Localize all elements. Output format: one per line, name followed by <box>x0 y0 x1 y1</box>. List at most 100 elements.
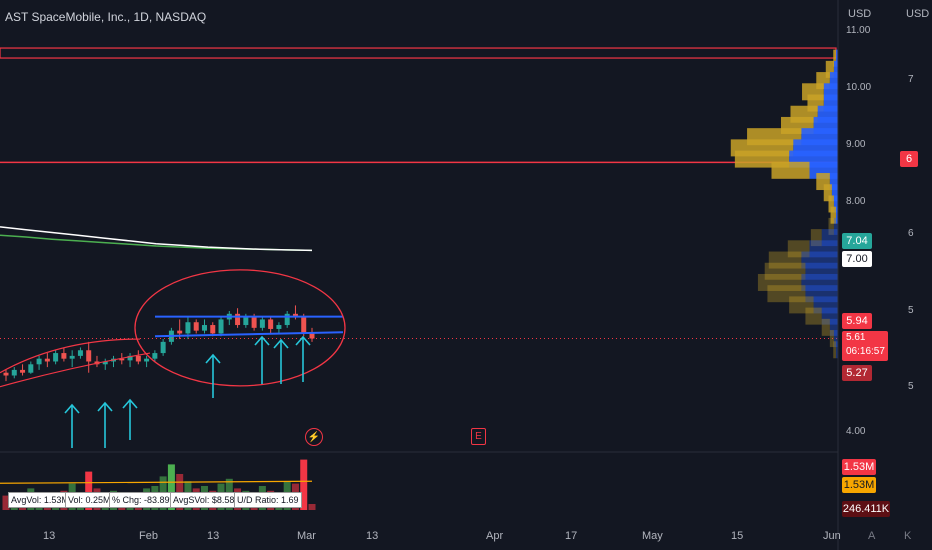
earnings-marker[interactable]: E <box>471 428 486 445</box>
stat-avg-vol: AvgVol: 1.53M <box>8 492 72 508</box>
candle-body <box>11 369 17 376</box>
volume-profile-bar-down <box>809 240 838 258</box>
volume-profile-bar-down <box>821 307 838 325</box>
log-scale-button[interactable]: K <box>904 530 912 542</box>
candle-body <box>86 350 92 362</box>
stat-ud-ratio: U/D Ratio: 1.69 <box>234 492 302 508</box>
volume-profile-bar-down <box>835 206 838 224</box>
countdown-timer: 06:16:57 <box>846 346 885 357</box>
secondary-badge: 6 <box>900 151 918 167</box>
volume-profile-bar-up <box>757 273 802 291</box>
volume-profile-bar-down <box>801 273 838 291</box>
candle-body <box>210 325 216 334</box>
moving-average-white <box>0 226 313 252</box>
volume-profile-bar-up <box>833 341 836 359</box>
secondary-tick: 6 <box>908 228 914 239</box>
volume-profile-bar-up <box>787 240 810 258</box>
time-tick: 17 <box>565 530 578 542</box>
volume-profile-bar-up <box>828 217 834 235</box>
volume-profile-bar-down <box>833 60 838 78</box>
volume-bar <box>300 459 308 510</box>
price-tick: 8.00 <box>846 196 866 207</box>
chart-title: AST SpaceMobile, Inc., 1D, NASDAQ <box>5 10 207 24</box>
time-tick: 13 <box>207 530 220 542</box>
support-arrow-head <box>122 398 138 409</box>
candle-body <box>127 355 133 361</box>
volume-profile-bar-down <box>821 229 838 247</box>
volume-profile-bar-down <box>813 296 838 314</box>
time-tick: May <box>642 530 663 542</box>
volume-profile-bar-up <box>767 285 806 303</box>
volume-avg-badge: 1.53M <box>842 477 876 493</box>
volume-profile-bar-down <box>805 262 838 280</box>
annotation-trend-curve <box>0 338 141 374</box>
candle-body <box>218 319 224 334</box>
candle-body <box>201 325 207 331</box>
time-tick: Jun <box>823 530 841 542</box>
candle-body <box>36 358 42 365</box>
volume-profile-bar-down <box>805 285 838 303</box>
secondary-tick: 5 <box>908 381 914 392</box>
auto-scale-button[interactable]: A <box>868 530 876 542</box>
price-tick: 11.00 <box>846 25 871 36</box>
lightning-icon[interactable]: ⚡ <box>305 428 323 446</box>
candle-body <box>152 353 158 359</box>
candle-body <box>20 369 26 373</box>
volume-profile-bar-up <box>828 195 834 213</box>
candle-body <box>177 330 183 334</box>
channel-lower-line <box>154 331 344 338</box>
candle-body <box>309 333 315 339</box>
volume-profile-bar-down <box>833 330 838 348</box>
price-tick: 9.00 <box>846 139 866 150</box>
support-arrow-head <box>97 401 113 412</box>
support-arrow-head <box>64 403 80 414</box>
volume-bar <box>308 504 316 510</box>
volume-badge: 1.53M <box>842 459 876 475</box>
support-arrow-head <box>273 338 289 349</box>
volume-profile-bar-up <box>789 296 814 314</box>
volume-profile-bar-down <box>829 173 838 191</box>
volume-profile-bar-down <box>829 72 838 90</box>
price-tick: 4.00 <box>846 426 866 437</box>
candle-body <box>292 313 298 317</box>
time-tick: Apr <box>486 530 504 542</box>
candle-body <box>251 316 257 328</box>
candle-body <box>53 353 59 362</box>
volume-profile-bar-up <box>764 262 806 280</box>
candle-body <box>301 316 307 334</box>
candle-body <box>28 364 34 373</box>
candle-body <box>119 358 125 361</box>
low-price-badge: 5.27 <box>842 365 872 381</box>
volume-profile-bar-up <box>825 60 834 78</box>
volume-profile-bar-down <box>801 251 838 269</box>
volume-bar <box>167 464 175 510</box>
candle-body <box>135 355 141 362</box>
volume-profile-bar-up <box>805 307 822 325</box>
volume-profile-bar-up <box>829 330 834 348</box>
price-axis-unit: USD <box>848 8 872 20</box>
high-price-badge: 5.94 <box>842 313 872 329</box>
time-tick: Mar <box>297 530 316 542</box>
candle-body <box>276 325 282 329</box>
candle-body <box>268 319 274 329</box>
volume-profile-bar-up <box>823 184 832 202</box>
volume-profile-bar-up <box>768 251 802 269</box>
support-arrow-head <box>205 353 221 364</box>
candle-body <box>102 361 108 365</box>
candle-body <box>259 319 265 328</box>
last-price: 5.61 <box>846 332 866 343</box>
candle-body <box>144 358 150 362</box>
support-arrow-head <box>254 335 270 346</box>
ma-value-badge: 7.04 <box>842 233 872 249</box>
ma-value-badge: 7.00 <box>842 251 872 267</box>
volume-profile-bar-up <box>810 229 822 247</box>
candle-body <box>44 358 50 362</box>
price-tick: 10.00 <box>846 82 872 93</box>
time-tick: 13 <box>43 530 56 542</box>
annotation-trend-curve <box>0 352 151 388</box>
candle-body <box>243 316 249 326</box>
support-arrow-head <box>295 335 311 346</box>
stat-vol: Vol: 0.25M <box>65 492 114 508</box>
volume-profile-bar-up <box>830 206 836 224</box>
